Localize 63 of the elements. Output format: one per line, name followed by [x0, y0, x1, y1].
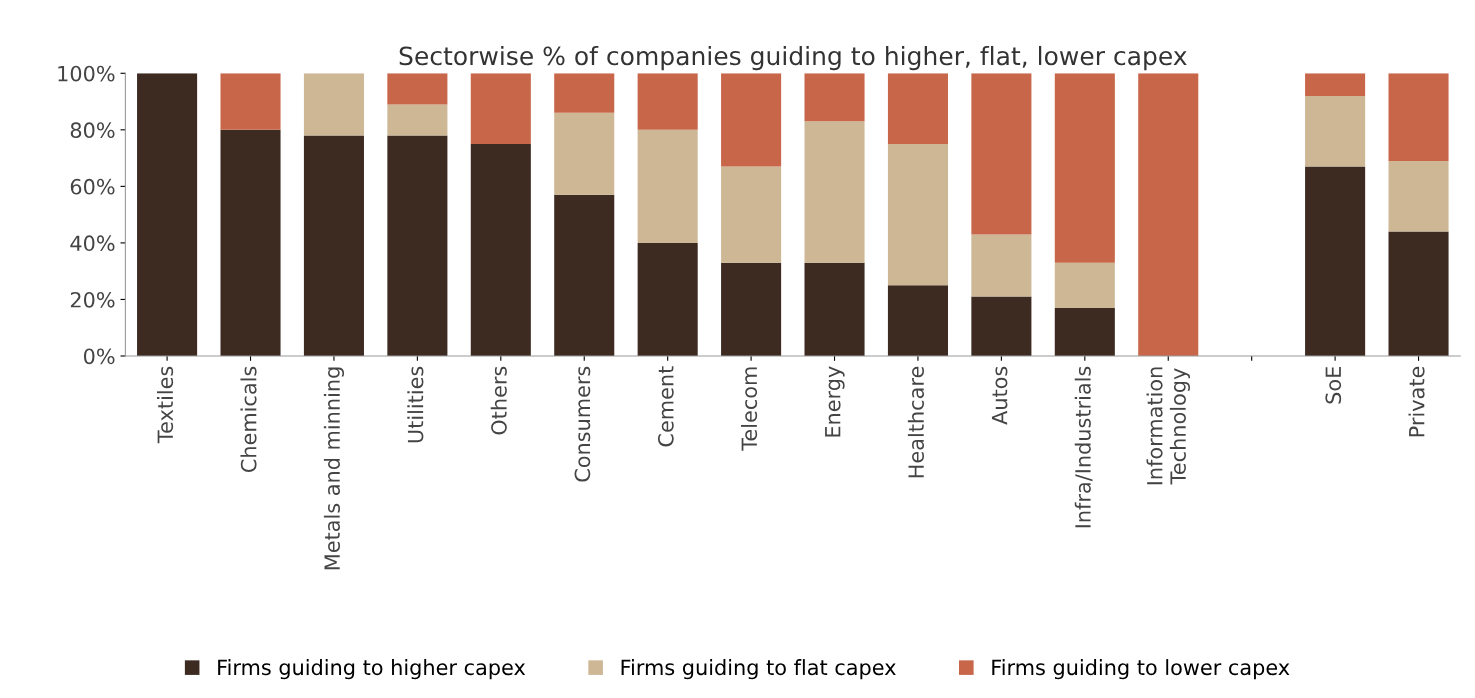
y-tick-label: 20%: [70, 291, 115, 308]
bar: [804, 121, 865, 263]
x-tick-label: Telecom: [741, 367, 758, 451]
bar: [721, 166, 782, 263]
bar: [804, 262, 865, 356]
x-tick-label: Energy: [825, 366, 845, 437]
x-tick-label: Metals and minning: [323, 367, 345, 570]
x-tick-label: Information Technology: [1146, 367, 1190, 485]
x-tick-label: Private: [1408, 366, 1425, 437]
bar: [554, 194, 615, 356]
bar: [137, 73, 198, 356]
bar: [637, 129, 698, 243]
x-tick-label: Chemicals: [240, 366, 257, 473]
bar: [1305, 166, 1366, 356]
bar: [971, 73, 1032, 235]
x-tick-label: Utilities: [407, 366, 424, 443]
bar: [1388, 73, 1449, 161]
bar: [220, 73, 281, 130]
y-tick-label: 60%: [70, 178, 115, 195]
bar: [721, 73, 782, 167]
bar: [554, 112, 615, 195]
bar: [971, 296, 1032, 356]
bar: [303, 73, 364, 136]
bar: [387, 135, 448, 356]
bar: [1305, 95, 1366, 167]
x-tick-label: Consumers: [574, 366, 591, 482]
chart-title: Sectorwise % of companies guiding to higher, flat, lower capex: [399, 45, 1187, 71]
y-tick-label: 80%: [70, 122, 115, 139]
bar: [1054, 262, 1115, 308]
bar: [1138, 73, 1199, 356]
bar: [887, 285, 948, 356]
bar: [303, 135, 364, 356]
bar: [554, 73, 615, 113]
bar: [1054, 307, 1115, 356]
bar: [637, 242, 698, 356]
legend-label: Firms guiding to lower capex: [992, 659, 1290, 680]
bar: [1388, 160, 1449, 232]
bar: [804, 73, 865, 122]
x-tick-label: Textiles: [157, 366, 174, 444]
bar: [387, 104, 448, 136]
legend-label: Firms guiding to flat capex: [621, 659, 896, 680]
bar: [887, 73, 948, 144]
y-tick-label: 40%: [70, 235, 115, 252]
y-tick-label: 0%: [83, 348, 115, 365]
bar: [470, 143, 531, 356]
bar: [887, 143, 948, 286]
bar: [220, 129, 281, 356]
x-tick-label: Others: [490, 366, 507, 435]
x-tick-label: Cement: [657, 366, 674, 447]
legend-label: Firms guiding to higher capex: [218, 659, 526, 680]
bar: [637, 73, 698, 130]
x-tick-label: Autos: [991, 366, 1008, 425]
x-tick-label: Healthcare: [907, 366, 924, 478]
bar: [1388, 231, 1449, 356]
bar: [387, 73, 448, 105]
x-tick-label: Infra/Industrials: [1074, 366, 1093, 528]
bar: [1054, 73, 1115, 263]
bar: [971, 234, 1032, 297]
bar: [1305, 73, 1366, 96]
bar: [470, 73, 531, 144]
bar: [721, 262, 782, 356]
x-tick-label: SoE: [1325, 367, 1342, 404]
y-tick-label: 100%: [58, 65, 115, 82]
